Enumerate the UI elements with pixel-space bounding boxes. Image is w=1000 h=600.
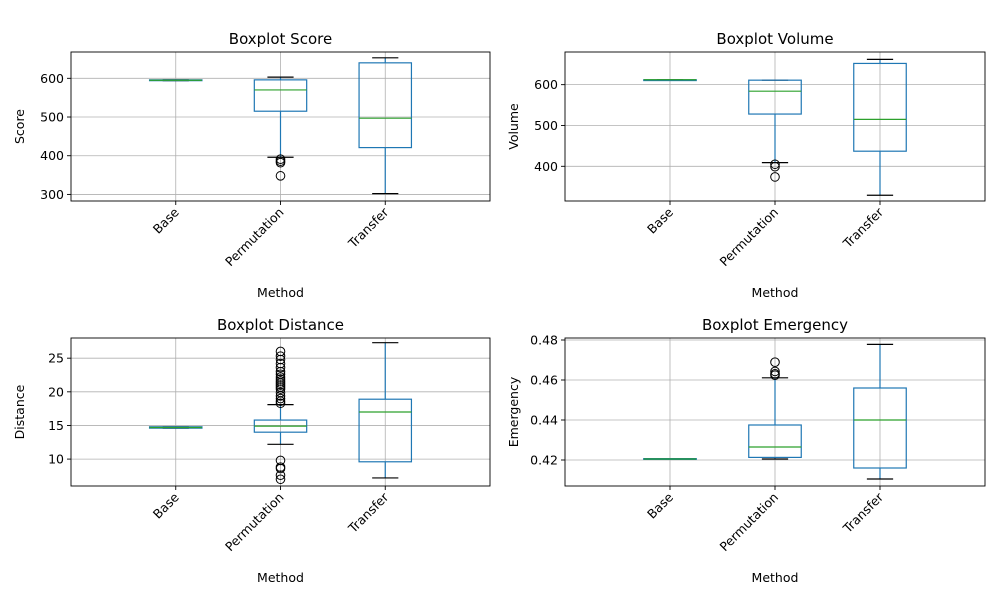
box-transfer [853,343,907,480]
plot-frame [70,337,491,487]
x-tick-label: Permutation [717,205,782,270]
box-base [148,426,203,429]
y-axis-label: Emergency [506,376,521,447]
box-transfer [358,57,413,195]
outlier-point [770,366,780,377]
outlier-point [770,172,780,182]
chart-panel-1: 300 400 500 600 Base Permutation Transfer Boxpl… [12,30,491,300]
y-tick-label: 500 [534,118,558,133]
plot-frame [564,337,986,487]
outlier-point [275,393,286,404]
outlier-point [770,357,780,368]
x-axis-label: Method [752,570,799,585]
outlier-point [275,358,286,369]
plot-frame [70,51,491,202]
box-transfer [853,58,907,196]
iqr-box [253,79,308,112]
box-permutation [748,79,802,182]
outlier-point [275,384,286,394]
outlier-point [275,391,286,401]
y-tick-label: 10 [48,452,64,467]
x-tick-label: Transfer [839,489,886,536]
chart-panel-2: 400 500 600 Base Permutation Transfer Boxplot … [506,30,986,300]
outlier-point [770,159,780,170]
outlier-point [275,354,286,365]
box-permutation [748,357,802,460]
box-transfer [358,342,413,479]
box-base [148,79,203,82]
box-permutation [253,346,308,485]
x-axis-label: Method [257,285,304,300]
x-tick-label: Base [644,204,676,236]
x-tick-label: Permutation [717,490,782,555]
outlier-point [275,398,286,409]
outlier-point [770,370,780,381]
iqr-box [748,79,802,115]
y-tick-label: 0.42 [530,453,558,468]
x-tick-label: Transfer [345,204,392,251]
x-axis-label: Method [752,285,799,300]
y-tick-label: 400 [40,148,64,163]
y-axis-label: Distance [12,384,27,439]
y-tick-label: 400 [534,159,558,174]
y-tick-label: 600 [40,71,64,86]
chart-title: Boxplot Score [229,30,332,48]
y-axis-label: Score [12,109,27,144]
chart-panel-4: 0.42 0.44 0.46 0.48 Base Permutation Transfer B… [506,316,986,585]
x-tick-label: Transfer [345,489,392,536]
iqr-box [358,62,413,149]
y-tick-label: 0.46 [530,373,558,388]
outlier-point [275,474,286,485]
outlier-point [275,362,286,373]
x-tick-label: Permutation [222,490,287,555]
outlier-point [275,171,286,181]
outlier-point [275,157,286,168]
plot-frame [564,51,986,202]
y-tick-label: 500 [40,110,64,125]
x-tick-label: Base [644,489,676,521]
y-tick-label: 600 [534,77,558,92]
chart-title: Boxplot Emergency [702,316,848,334]
x-tick-label: Base [150,489,182,521]
iqr-box [748,424,802,459]
iqr-box [358,398,413,463]
outlier-point [770,161,780,172]
iqr-box [853,62,907,152]
outlier-point [275,463,286,474]
outlier-point [275,351,286,361]
box-permutation [253,76,308,181]
outlier-point [275,455,286,466]
box-base [643,79,697,82]
x-tick-label: Transfer [839,204,886,251]
y-tick-label: 15 [48,418,64,433]
x-axis-label: Method [257,570,304,585]
iqr-box [853,387,907,469]
y-tick-label: 300 [40,187,64,202]
y-tick-label: 0.48 [530,333,558,348]
chart-title: Boxplot Distance [217,316,344,334]
y-axis-label: Volume [506,103,521,150]
chart-panel-3: 10 15 20 25 Base Permutation Transfer Boxplot D… [12,316,491,585]
y-tick-label: 0.44 [530,413,558,428]
chart-title: Boxplot Volume [716,30,833,48]
outlier-point [275,366,286,377]
y-tick-label: 25 [48,351,64,366]
x-tick-label: Base [150,204,182,236]
y-tick-label: 20 [48,384,64,399]
outlier-point [275,470,286,481]
outlier-point [275,346,286,357]
box-base [643,458,697,461]
x-tick-label: Permutation [222,205,287,270]
